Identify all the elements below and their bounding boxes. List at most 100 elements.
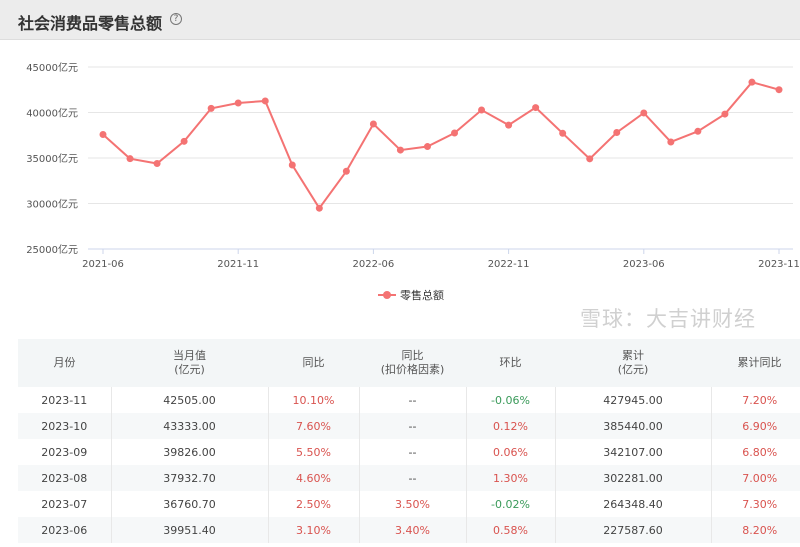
table-cell: 2023-06: [18, 517, 112, 543]
table-cell: 385440.00: [555, 413, 712, 439]
x-tick-label: 2023-11: [758, 259, 800, 270]
column-header: 月份: [18, 339, 111, 387]
data-point[interactable]: [586, 155, 594, 163]
table-cell: --: [359, 413, 467, 439]
table-cell: 3.50%: [359, 491, 467, 517]
data-point[interactable]: [261, 97, 269, 105]
data-point[interactable]: [126, 155, 134, 163]
header-line: (亿元): [174, 363, 205, 376]
data-point[interactable]: [288, 161, 296, 169]
data-point[interactable]: [451, 129, 459, 137]
table-cell: 10.10%: [268, 387, 360, 413]
table-cell: 0.58%: [466, 517, 556, 543]
table-row: 2023-10 43333.00 7.60% -- 0.12% 385440.00 6.90…: [18, 413, 800, 439]
header-row: 月份 当月值 (亿元) 同比 同比 (扣价格因素) 环比 累计 (亿元) 累计同比: [18, 339, 800, 387]
table-cell: 8.20%: [711, 517, 800, 543]
y-tick-label: 40000亿元: [26, 107, 78, 120]
data-point[interactable]: [315, 204, 323, 212]
table-cell: --: [359, 465, 467, 491]
header-line: 累计: [622, 349, 644, 362]
data-point[interactable]: [721, 110, 729, 118]
table-cell: 0.06%: [466, 439, 556, 465]
header-line: 累计同比: [737, 356, 782, 369]
data-point[interactable]: [748, 78, 756, 86]
x-tick-label: 2021-11: [217, 259, 259, 270]
column-header: 环比: [466, 339, 555, 387]
header-line: 同比: [401, 349, 424, 362]
data-point[interactable]: [478, 106, 486, 114]
table-cell: 342107.00: [555, 439, 712, 465]
data-point[interactable]: [342, 167, 350, 175]
table-cell: 43333.00: [111, 413, 269, 439]
page-title: 社会消费品零售总额: [18, 14, 163, 33]
x-tick-label: 2023-06: [623, 259, 665, 270]
table-cell: 3.40%: [359, 517, 467, 543]
column-header: 累计 (亿元): [555, 339, 711, 387]
data-point[interactable]: [153, 160, 161, 168]
data-table: 月份 当月值 (亿元) 同比 同比 (扣价格因素) 环比 累计 (亿元) 累计同比 2023-11…: [18, 339, 800, 543]
help-icon[interactable]: ?: [170, 13, 182, 25]
table-cell: 2.50%: [268, 491, 360, 517]
table-cell: 7.00%: [711, 465, 800, 491]
table-cell: 5.50%: [268, 439, 360, 465]
header-line: 同比: [302, 356, 325, 369]
y-tick-label: 45000亿元: [26, 61, 78, 74]
legend-label: 零售总额: [400, 289, 444, 302]
table-cell: 2023-11: [18, 387, 112, 413]
x-tick-label: 2021-06: [82, 259, 124, 270]
data-point[interactable]: [369, 120, 377, 128]
series-line: [102, 81, 780, 210]
table-cell: 2023-09: [18, 439, 112, 465]
data-point[interactable]: [234, 99, 242, 107]
data-point[interactable]: [99, 130, 107, 138]
y-tick-label: 35000亿元: [26, 152, 78, 165]
data-point[interactable]: [775, 86, 783, 94]
table-cell: 3.10%: [268, 517, 360, 543]
header-line: (扣价格因素): [380, 363, 445, 376]
table-cell: 7.60%: [268, 413, 360, 439]
table-cell: 39826.00: [111, 439, 269, 465]
table-cell: 39951.40: [111, 517, 269, 543]
data-point[interactable]: [423, 143, 431, 151]
y-tick-label: 30000亿元: [26, 198, 78, 211]
data-point[interactable]: [694, 127, 702, 135]
table-cell: 227587.60: [555, 517, 712, 543]
table-cell: 42505.00: [111, 387, 269, 413]
table-cell: 2023-10: [18, 413, 112, 439]
column-header: 累计同比: [711, 339, 800, 387]
header-line: 当月值: [173, 349, 206, 362]
header-line: 月份: [53, 356, 76, 369]
data-point[interactable]: [640, 109, 648, 117]
table-cell: 0.12%: [466, 413, 556, 439]
chart-legend[interactable]: 零售总额: [378, 287, 444, 303]
table-cell: 2023-08: [18, 465, 112, 491]
data-point[interactable]: [396, 146, 404, 154]
data-point[interactable]: [207, 104, 215, 112]
x-tick-label: 2022-06: [353, 259, 395, 270]
table-cell: 2023-07: [18, 491, 112, 517]
table-row: 2023-09 39826.00 5.50% -- 0.06% 342107.00 6.80…: [18, 439, 800, 465]
table-cell: --: [359, 387, 467, 413]
data-point[interactable]: [180, 137, 188, 145]
column-header: 当月值 (亿元): [111, 339, 268, 387]
data-point[interactable]: [532, 104, 540, 112]
table-cell: 7.30%: [742, 497, 778, 511]
data-point[interactable]: [667, 138, 675, 146]
table-cell: 36760.70: [111, 491, 269, 517]
data-point[interactable]: [505, 121, 513, 129]
header-line: 环比: [499, 356, 522, 369]
table-cell: 1.30%: [466, 465, 556, 491]
legend-marker-icon: [378, 291, 396, 299]
table-cell: 6.80%: [742, 445, 778, 459]
table-row: 2023-08 37932.70 4.60% -- 1.30% 302281.00 7.00…: [18, 465, 800, 491]
data-point[interactable]: [613, 128, 621, 136]
line-chart: 25000亿元 30000亿元 35000亿元 40000亿元 45000亿元 2021-…: [26, 61, 800, 270]
page-header: 社会消费品零售总额 ?: [0, 0, 800, 40]
table-body: 2023-11 42505.00 10.10% -- -0.06% 427945.00 7.…: [18, 387, 800, 543]
data-point[interactable]: [559, 129, 567, 137]
x-tick-label: 2022-11: [488, 259, 530, 270]
table-cell: 37932.70: [111, 465, 269, 491]
table-cell: -0.02%: [466, 491, 556, 517]
y-tick-label: 25000亿元: [26, 243, 78, 256]
watermark: 雪球：大吉讲财经: [580, 307, 756, 331]
